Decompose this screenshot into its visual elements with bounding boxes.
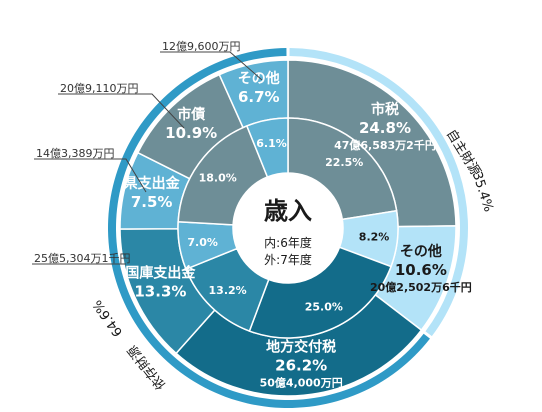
inner-label-0: 22.5%: [325, 156, 363, 169]
outer-label-6: その他: [238, 70, 280, 87]
inner-label-6: 6.1%: [256, 137, 287, 150]
slice-labels: 22.5% 8.2% 25.0% 13.2% 7.0% 18.0% 6.1% 市税24.8%4…: [124, 70, 472, 389]
outer-amount-1: 20億2,502万6千円: [370, 280, 472, 294]
outer-label-3: 国庫支出金: [125, 265, 196, 282]
outer-amount-0: 47億6,583万2千円: [334, 138, 436, 152]
center-line2: 外:7年度: [264, 252, 312, 267]
inner-label-2: 25.0%: [305, 301, 343, 314]
outer-ring: [119, 59, 457, 397]
group-pct-own: 35.4%: [469, 170, 496, 214]
outer-label-2: 地方交付税: [266, 338, 336, 355]
outer-percent-5: 10.9%: [165, 124, 217, 142]
outer-percent-3: 13.3%: [134, 283, 186, 301]
callout-city-bond: 20億9,110万円: [58, 82, 185, 129]
amount-city-bond: 20億9,110万円: [60, 82, 139, 95]
amount-national-subsidy: 25億5,304万1千円: [34, 252, 131, 265]
group-band: [108, 48, 469, 409]
group-pct-dep: 64.6%: [90, 297, 126, 339]
center-line1: 内:6年度: [264, 235, 312, 250]
band-own-revenue: [289, 48, 469, 337]
inner-label-1: 8.2%: [359, 231, 390, 244]
outer-label-0: 市税: [371, 101, 399, 118]
outer-label-1: その他: [400, 243, 442, 260]
center-title: 歳入: [264, 197, 312, 225]
outer-amount-2: 50億4,000万円: [260, 375, 343, 389]
inner-label-3: 13.2%: [209, 284, 247, 297]
outer-percent-2: 26.2%: [275, 356, 327, 374]
callout-other-2: 12億9,600万円: [160, 40, 263, 81]
amount-other-2: 12億9,600万円: [162, 40, 241, 53]
center-hole: [233, 173, 343, 283]
outer-label-4: 県支出金: [124, 175, 181, 192]
outer-percent-1: 10.6%: [395, 261, 447, 279]
amount-pref-subsidy: 14億3,389万円: [36, 147, 115, 160]
inner-label-5: 18.0%: [199, 172, 237, 185]
outer-percent-0: 24.8%: [359, 119, 411, 137]
outer-label-5: 市債: [177, 106, 205, 123]
outer-percent-6: 6.7%: [238, 88, 280, 106]
callout-pref-subsidy: 14億3,389万円: [34, 147, 147, 193]
inner-label-4: 7.0%: [187, 236, 218, 249]
callout-national-subsidy: 25億5,304万1千円: [32, 252, 131, 265]
outer-percent-4: 7.5%: [131, 193, 173, 211]
